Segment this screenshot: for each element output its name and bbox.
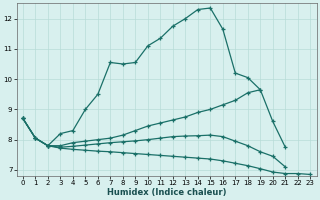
X-axis label: Humidex (Indice chaleur): Humidex (Indice chaleur): [107, 188, 226, 197]
